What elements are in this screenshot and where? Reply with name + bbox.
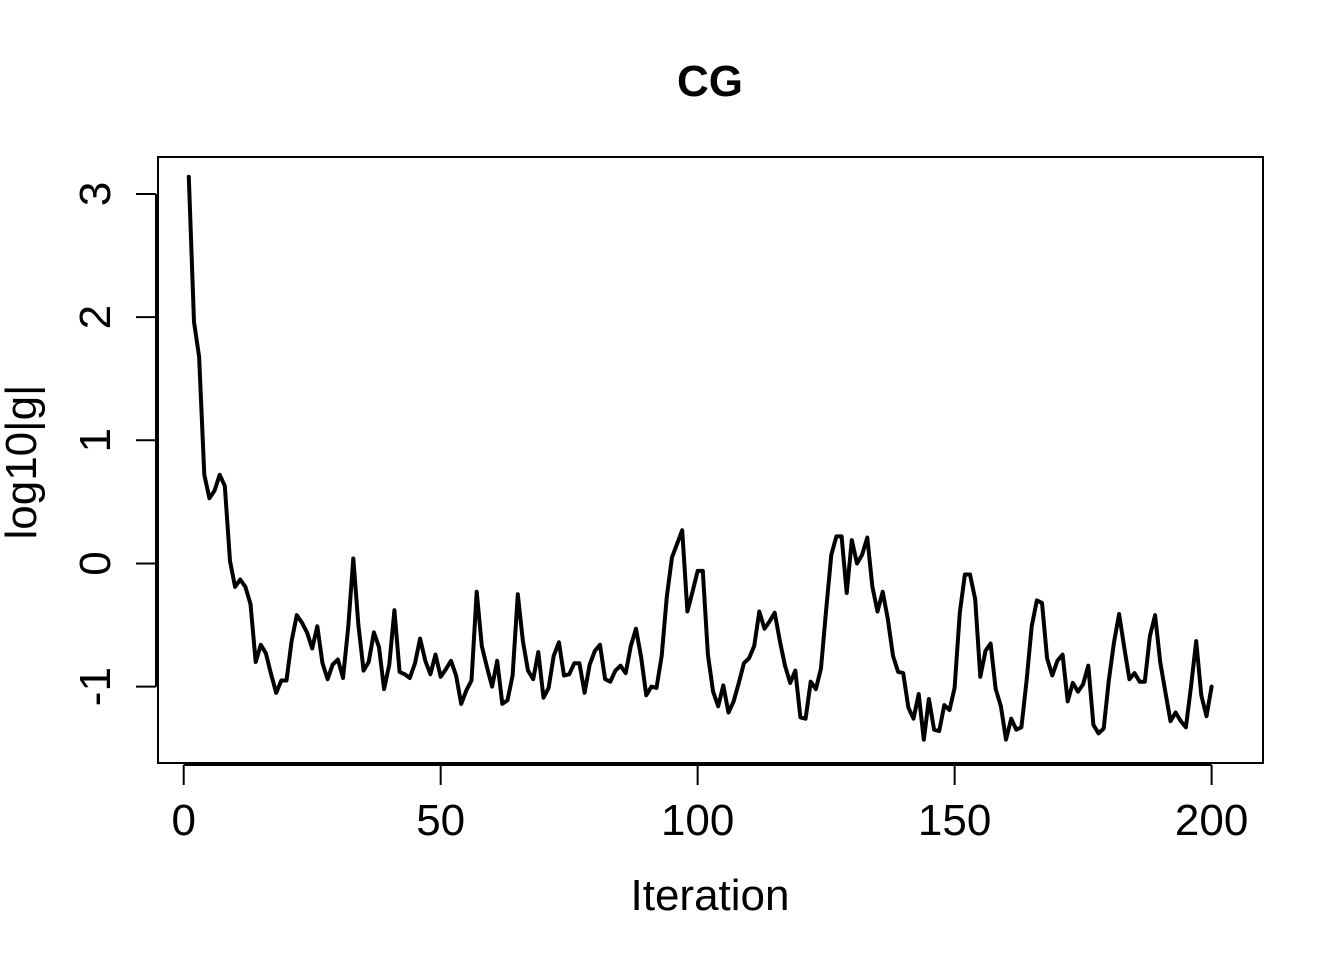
- y-axis-label: log10|g|: [0, 385, 46, 540]
- x-tick-label: 50: [416, 796, 465, 845]
- y-tick-label: -1: [71, 667, 120, 706]
- plot-frame: [157, 156, 1264, 764]
- y-tick-label: 2: [71, 305, 120, 329]
- x-tick-label: 0: [171, 796, 195, 845]
- x-tick-label: 150: [918, 796, 991, 845]
- series-line: [186, 174, 1214, 742]
- x-tick-label: 200: [1175, 796, 1248, 845]
- x-axis-label: Iteration: [631, 871, 790, 920]
- y-axis: -1 0 1 2 3: [71, 182, 157, 706]
- x-axis: 0 50 100 150 200: [171, 764, 1248, 845]
- y-tick-label: 3: [71, 182, 120, 206]
- y-tick-label: 0: [71, 551, 120, 575]
- x-tick-label: 100: [661, 796, 734, 845]
- y-tick-label: 1: [71, 428, 120, 452]
- chart-title: CG: [677, 57, 743, 106]
